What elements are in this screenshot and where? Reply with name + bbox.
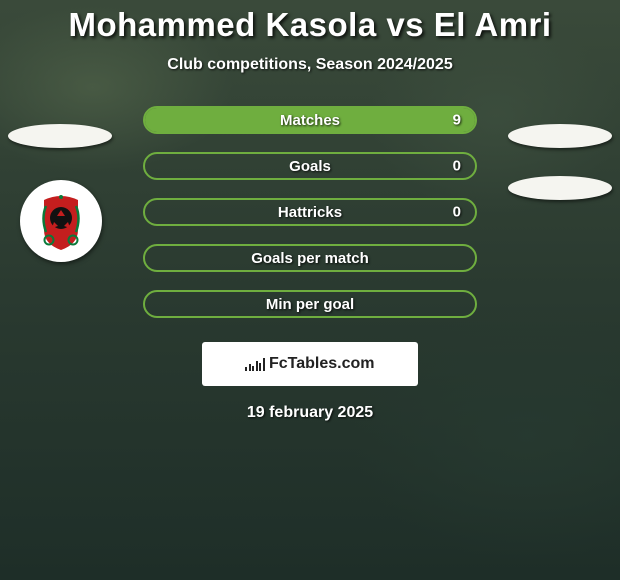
stat-pill: Hattricks 0 [143, 198, 477, 226]
bars-icon [245, 357, 265, 371]
player-left-oval [8, 124, 112, 148]
watermark-text: FcTables.com [269, 355, 375, 373]
club-badge [20, 180, 102, 262]
stat-value: 0 [453, 158, 461, 175]
stat-label: Goals per match [251, 250, 369, 267]
player-right-oval-1 [508, 124, 612, 148]
club-crest-icon [26, 186, 96, 256]
page-subtitle: Club competitions, Season 2024/2025 [0, 56, 620, 74]
stat-pill: Min per goal [143, 290, 477, 318]
page-title: Mohammed Kasola vs El Amri [0, 6, 620, 44]
stat-label: Matches [280, 112, 340, 129]
watermark-badge: FcTables.com [202, 342, 418, 386]
player-right-oval-2 [508, 176, 612, 200]
stat-value: 0 [453, 204, 461, 221]
stat-pill: Goals per match [143, 244, 477, 272]
stat-pill: Matches 9 [143, 106, 477, 134]
stat-pill: Goals 0 [143, 152, 477, 180]
stat-label: Hattricks [278, 204, 342, 221]
content: Mohammed Kasola vs El Amri Club competit… [0, 0, 620, 422]
date-label: 19 february 2025 [0, 404, 620, 422]
stat-value: 9 [453, 112, 461, 129]
stat-label: Min per goal [266, 296, 354, 313]
stat-label: Goals [289, 158, 331, 175]
